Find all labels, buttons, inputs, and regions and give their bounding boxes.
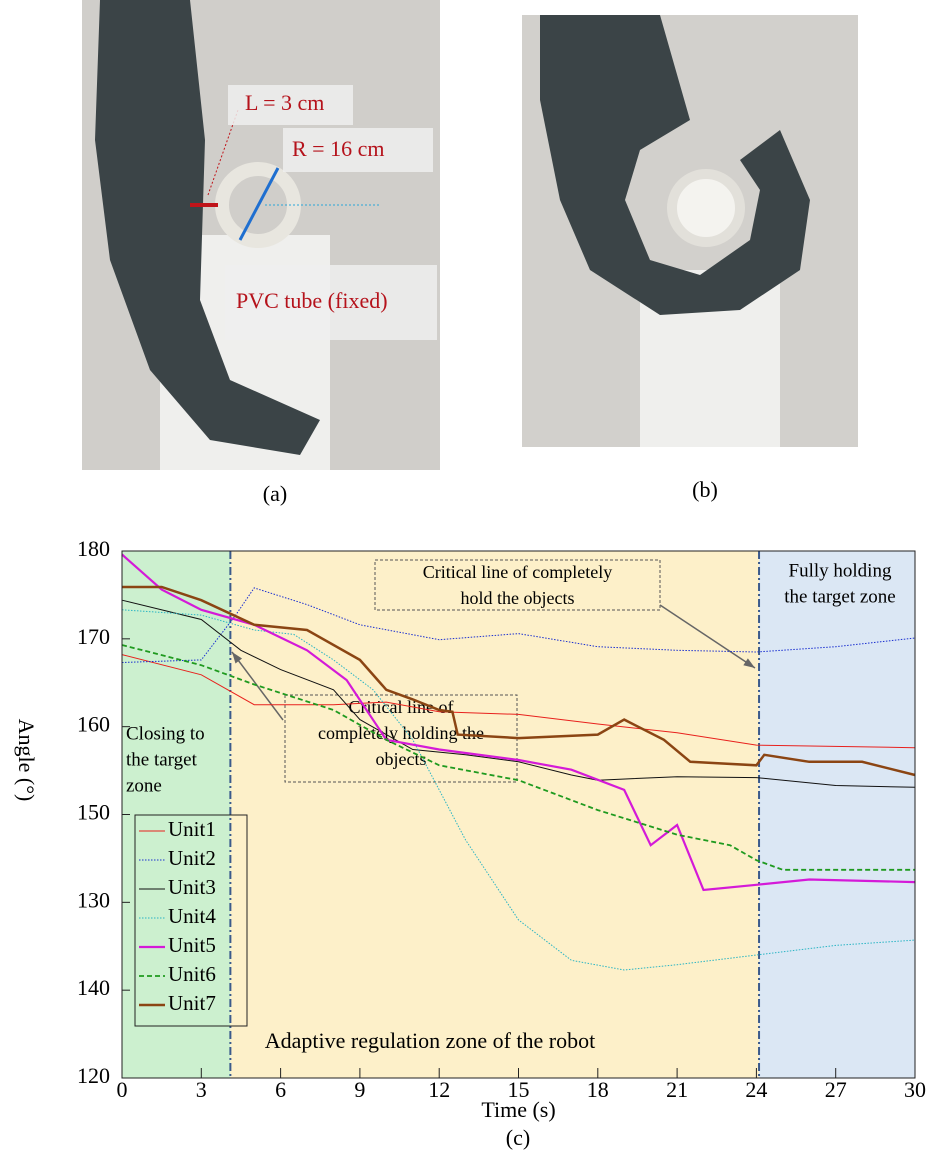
radius-arrow — [238, 167, 280, 241]
photo-label: PVC tube (fixed) — [236, 288, 388, 313]
legend-box — [134, 814, 248, 1027]
zone-label: zone — [126, 775, 162, 796]
x-tick-label: 0 — [117, 1077, 128, 1102]
y-tick-label: 150 — [77, 800, 110, 825]
caption: (a) — [263, 481, 287, 506]
y-tick-label: 120 — [77, 1063, 110, 1088]
zone — [230, 551, 760, 1078]
robot-arm — [95, 0, 320, 455]
photo-b — [522, 15, 858, 447]
annotation-box — [374, 559, 661, 611]
pvc-tube — [667, 169, 745, 247]
annotation: hold the objects — [461, 588, 575, 608]
zone-label: Closing to — [126, 723, 205, 744]
arrow-head — [232, 652, 243, 664]
annotation-arrow — [659, 604, 756, 669]
legend-label: Unit6 — [168, 962, 216, 986]
series-line — [121, 599, 916, 788]
y-tick-label: 160 — [77, 712, 110, 737]
y-tick-label: 180 — [77, 536, 110, 561]
x-tick-label: 3 — [196, 1077, 207, 1102]
series-line — [121, 644, 915, 871]
series-line — [121, 654, 916, 749]
zone-label: Fully holding — [789, 560, 892, 581]
legend-label: Unit2 — [168, 846, 216, 870]
y-tick-label: 140 — [77, 975, 110, 1000]
robot-arm — [540, 15, 810, 315]
photo-label: R = 16 cm — [292, 136, 384, 161]
series-line — [122, 585, 916, 777]
caption: (b) — [692, 477, 718, 502]
legend-label: Unit1 — [168, 817, 216, 841]
x-tick-label: 24 — [745, 1077, 767, 1102]
y-tick-label: 170 — [77, 624, 110, 649]
legend-label: Unit4 — [168, 904, 216, 928]
label-pointer — [207, 109, 239, 196]
x-tick-label: 18 — [587, 1077, 609, 1102]
x-tick-label: 21 — [666, 1077, 688, 1102]
photo-label: L = 3 cm — [245, 90, 324, 115]
series-line — [121, 553, 916, 892]
x-tick-label: 30 — [904, 1077, 926, 1102]
annotation-arrow — [231, 651, 284, 721]
arrow-head — [743, 658, 755, 668]
caption: (c) — [506, 1125, 530, 1150]
label-box — [225, 265, 437, 340]
zone — [759, 551, 915, 1078]
y-tick-label: 130 — [77, 887, 110, 912]
x-tick-label: 15 — [508, 1077, 530, 1102]
annotation: objects — [376, 749, 427, 769]
zone-label: Adaptive regulation zone of the robot — [265, 1028, 596, 1053]
legend-label: Unit3 — [168, 875, 216, 899]
y-axis-label: Angle (°) — [14, 719, 39, 802]
zone-label: the target — [126, 749, 198, 770]
label-box — [228, 85, 353, 125]
legend-label: Unit5 — [168, 933, 216, 957]
zone-label: the target zone — [784, 586, 896, 607]
x-axis-label: Time (s) — [481, 1097, 555, 1122]
x-tick-label: 27 — [825, 1077, 847, 1102]
x-tick-label: 12 — [428, 1077, 450, 1102]
annotation: Critical line of — [349, 697, 454, 717]
x-tick-label: 6 — [275, 1077, 286, 1102]
legend-label: Unit7 — [168, 991, 216, 1015]
label-box — [283, 128, 433, 172]
chart: Closing to the target zone Adaptive regulat… — [14, 536, 926, 1150]
photo-a: L = 3 cm R = 16 cm PVC tube (fixed) — [82, 0, 440, 470]
annotation: Critical line of completely — [423, 562, 612, 582]
x-tick-label: 9 — [354, 1077, 365, 1102]
annotation: completely holding the — [318, 723, 484, 743]
